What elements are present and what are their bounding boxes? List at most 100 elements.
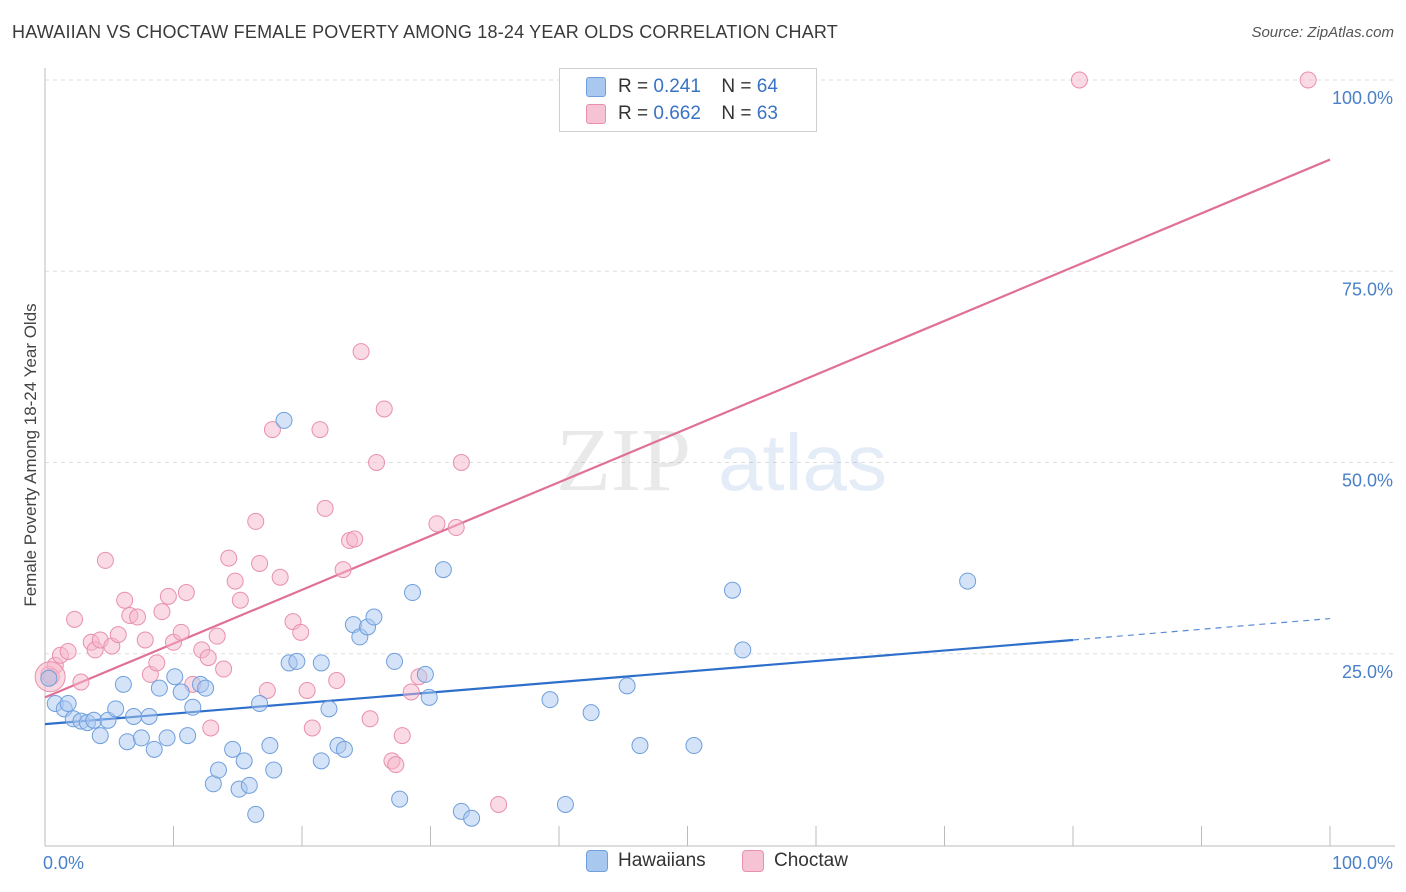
hawaiians-legend-swatch [586,850,608,872]
choctaw-point [368,454,386,471]
choctaw-point [428,515,446,533]
hawaiians-point [197,679,215,697]
hawaiians-point [312,752,330,770]
choctaw-point [316,499,334,517]
hawaiians-point [145,740,163,758]
hawaiians-point [685,737,703,755]
hawaiians-point [247,805,265,823]
hawaiians-point [240,776,258,794]
hawaiians-points [40,411,977,827]
hawaiians-point [556,795,574,813]
watermark-atlas: atlas [718,418,887,507]
series-legend: Hawaiians Choctaw [0,850,1406,878]
source-label: Source: ZipAtlas.com [1251,24,1394,41]
hawaiians-point [184,698,202,716]
legend-item-hawaiians[interactable]: Hawaiians [586,850,706,872]
choctaw-point [298,681,316,699]
hawaiians-point [582,704,600,722]
choctaw-point [263,421,281,439]
hawaiians-point [288,652,306,670]
hawaiians-point [541,691,559,709]
choctaw-point [271,568,289,586]
hawaiians-point [132,729,150,747]
choctaw-point [159,587,177,605]
n-label: N = [721,103,752,124]
choctaw-point [226,572,244,590]
choctaw-point [129,608,147,626]
hawaiians-point [463,809,481,827]
x-tick-label: 100.0% [1332,853,1393,873]
choctaw-point [292,623,310,641]
legend-item-choctaw[interactable]: Choctaw [742,850,848,872]
r-label: R = [618,76,649,97]
hawaiians-point [172,683,190,701]
choctaw-point [346,530,364,548]
hawaiians-point [434,561,452,579]
choctaw-point [1070,71,1088,89]
hawaiians-trendline [44,638,1074,726]
choctaw-point [258,681,276,699]
choctaw-point [116,591,134,609]
hawaiians-point [391,790,409,808]
choctaw-point [375,400,393,418]
correlation-legend: R = 0.241 N = 64 R = 0.662 N = 63 [559,68,817,132]
hawaiians-point [959,572,977,590]
n-label: N = [721,76,752,97]
n-value: 64 [756,76,778,97]
hawaiians-point [158,729,176,747]
choctaw-point [1299,71,1317,89]
hawaiians-point [224,740,242,758]
choctaw-point [311,421,329,439]
r-value: 0.662 [653,103,701,124]
choctaw-point [393,727,411,745]
choctaw-point [153,603,171,621]
choctaw-point [334,561,352,579]
hawaiians-point [365,608,383,626]
choctaw-legend-swatch [742,850,764,872]
hawaiians-point [312,654,330,672]
choctaw-point [109,626,127,644]
choctaw-point [328,672,346,690]
choctaw-legend-label: Choctaw [774,850,848,871]
y-tick-label: 75.0% [1342,279,1393,299]
y-tick-labels: 25.0% 50.0% 75.0% 100.0% [1332,88,1393,682]
choctaw-swatch [586,104,606,124]
legend-row-choctaw: R = 0.662 N = 63 [586,102,778,126]
choctaw-point [251,554,269,572]
hawaiians-point [734,641,752,659]
hawaiians-point [235,752,253,770]
hawaiians-point [416,665,434,683]
hawaiians-point [209,761,227,779]
hawaiians-point [125,707,143,725]
choctaw-point [490,795,508,813]
hawaiians-point [179,727,197,745]
hawaiians-point [114,675,132,693]
choctaw-point [352,343,370,361]
grid-lines [45,79,1395,655]
choctaw-point [452,454,470,471]
hawaiians-point [91,727,109,745]
choctaw-point [231,591,249,609]
choctaw-trendline [44,158,1331,699]
hawaiians-point [404,584,422,602]
hawaiians-point [261,737,279,755]
choctaw-point [361,710,379,728]
choctaw-point [303,719,321,737]
hawaiians-point [251,694,269,712]
chart-title: HAWAIIAN VS CHOCTAW FEMALE POVERTY AMONG… [12,22,838,42]
hawaiians-point [335,740,353,758]
x-tick-labels: 0.0% 100.0% [43,853,1393,873]
choctaw-point [96,551,114,569]
choctaw-point [220,549,238,567]
n-value: 63 [756,103,778,124]
axes [44,68,1395,847]
choctaw-point [202,719,220,737]
hawaiians-point [386,652,404,670]
y-axis-title: Female Poverty Among 18-24 Year Olds [21,303,40,606]
hawaiians-point [320,700,338,718]
choctaw-point [447,519,465,537]
choctaw-point [208,627,226,645]
choctaw-point [172,623,190,641]
choctaw-point [66,610,84,628]
hawaiians-swatch [586,77,606,97]
